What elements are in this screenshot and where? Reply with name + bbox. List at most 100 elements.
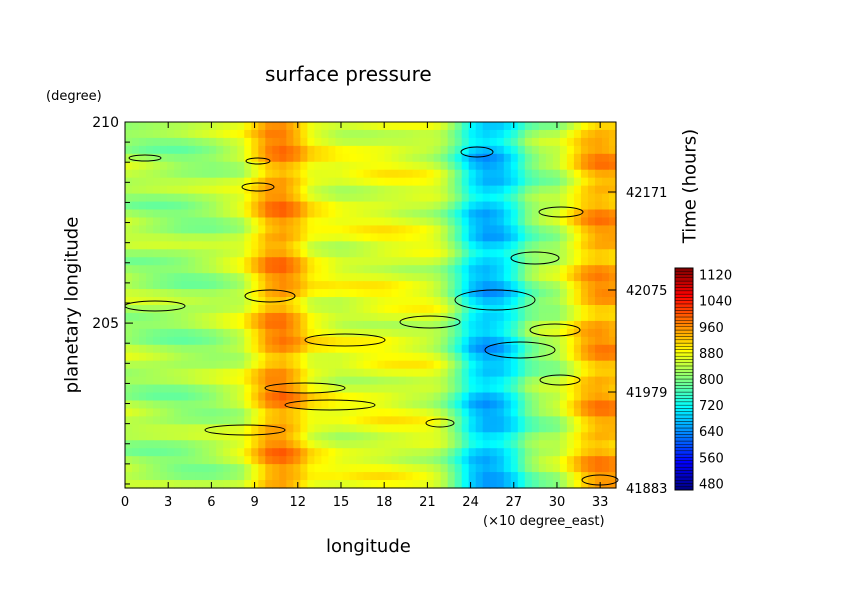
heatmap-cell	[594, 289, 603, 298]
heatmap-cell	[279, 392, 287, 402]
heatmap-cell	[531, 384, 540, 394]
heatmap-cell	[132, 344, 140, 354]
heatmap-cell	[510, 336, 519, 346]
heatmap-cell	[349, 145, 358, 155]
heatmap-cell	[132, 129, 140, 139]
heatmap-cell	[384, 472, 393, 481]
heatmap-cell	[125, 440, 133, 449]
heatmap-cell	[440, 360, 449, 370]
heatmap-cell	[181, 320, 189, 330]
heatmap-cell	[279, 225, 287, 234]
heatmap-cell	[314, 265, 322, 274]
heatmap-cell	[552, 209, 561, 219]
heatmap-cell	[391, 281, 400, 290]
heatmap-cell	[279, 480, 287, 489]
heatmap-cell	[279, 281, 287, 290]
heatmap-cell	[475, 320, 484, 330]
heatmap-cell	[139, 289, 147, 298]
heatmap-cell	[601, 392, 610, 402]
heatmap-cell	[433, 392, 442, 402]
heatmap-cell	[279, 336, 287, 346]
heatmap-cell	[363, 400, 372, 410]
heatmap-cell	[181, 464, 189, 473]
heatmap-cell	[608, 440, 617, 449]
heatmap-cell	[391, 344, 400, 354]
heatmap-cell	[503, 265, 512, 274]
heatmap-cell	[153, 480, 161, 489]
heatmap-cell	[580, 472, 589, 481]
heatmap-cell	[580, 249, 589, 258]
heatmap-cell	[286, 312, 294, 322]
heatmap-cell	[601, 193, 610, 203]
heatmap-cell	[405, 416, 414, 425]
heatmap-cell	[314, 456, 322, 465]
heatmap-cell	[349, 384, 358, 394]
heatmap-cell	[356, 145, 365, 155]
heatmap-cell	[405, 328, 414, 338]
heatmap-cell	[160, 440, 168, 449]
heatmap-cell	[426, 384, 435, 394]
heatmap-cell	[307, 177, 315, 187]
heatmap-cell	[419, 360, 428, 370]
heatmap-cell	[377, 217, 386, 227]
heatmap-cell	[510, 161, 519, 171]
heatmap-cell	[293, 320, 301, 330]
colorbar-swatch	[674, 310, 694, 314]
heatmap-cell	[517, 265, 526, 274]
heatmap-cell	[293, 217, 301, 227]
heatmap-cell	[566, 352, 575, 362]
heatmap-cell	[132, 400, 140, 410]
heatmap-cell	[216, 360, 224, 370]
heatmap-cell	[286, 289, 294, 298]
heatmap-cell	[349, 153, 358, 163]
heatmap-cell	[237, 336, 245, 346]
heatmap-cell	[167, 416, 175, 425]
heatmap-cell	[594, 137, 603, 147]
heatmap-cell	[251, 312, 259, 322]
heatmap-cell	[580, 185, 589, 195]
heatmap-cell	[412, 360, 421, 370]
heatmap-cell	[125, 392, 133, 402]
heatmap-cell	[293, 448, 301, 457]
heatmap-cell	[573, 122, 582, 131]
heatmap-cell	[342, 384, 351, 394]
heatmap-cell	[188, 392, 196, 402]
heatmap-cell	[412, 408, 421, 417]
y2-tick-label: 42171	[626, 186, 667, 201]
heatmap-cell	[279, 153, 287, 163]
heatmap-cell	[146, 305, 154, 314]
heatmap-cell	[209, 464, 217, 473]
heatmap-cell	[237, 217, 245, 227]
heatmap-cell	[230, 225, 238, 234]
heatmap-cell	[328, 376, 337, 386]
heatmap-cell	[181, 456, 189, 465]
heatmap-cell	[489, 392, 498, 402]
heatmap-cell	[279, 408, 287, 417]
heatmap-cell	[433, 416, 442, 425]
heatmap-cell	[454, 392, 463, 402]
heatmap-cell	[342, 281, 351, 290]
heatmap-cell	[244, 257, 252, 266]
heatmap-cell	[244, 201, 252, 211]
heatmap-cell	[153, 368, 161, 378]
heatmap-cell	[447, 241, 456, 250]
heatmap-cell	[300, 145, 308, 155]
heatmap-cell	[517, 400, 526, 410]
colorbar-swatch	[674, 365, 694, 370]
heatmap-cell	[335, 408, 344, 417]
heatmap-cell	[601, 344, 610, 354]
heatmap-cell	[482, 177, 491, 187]
heatmap-cell	[608, 392, 617, 402]
heatmap-cell	[468, 122, 477, 131]
heatmap-cell	[314, 312, 322, 322]
heatmap-cell	[314, 297, 322, 306]
heatmap-cell	[398, 312, 407, 322]
heatmap-cell	[230, 273, 238, 282]
heatmap-cell	[342, 320, 351, 330]
heatmap-cell	[230, 312, 238, 322]
heatmap-cell	[293, 289, 301, 298]
heatmap-cell	[559, 336, 568, 346]
heatmap-cell	[279, 289, 287, 298]
heatmap-cell	[419, 344, 428, 354]
heatmap-cell	[195, 169, 203, 179]
